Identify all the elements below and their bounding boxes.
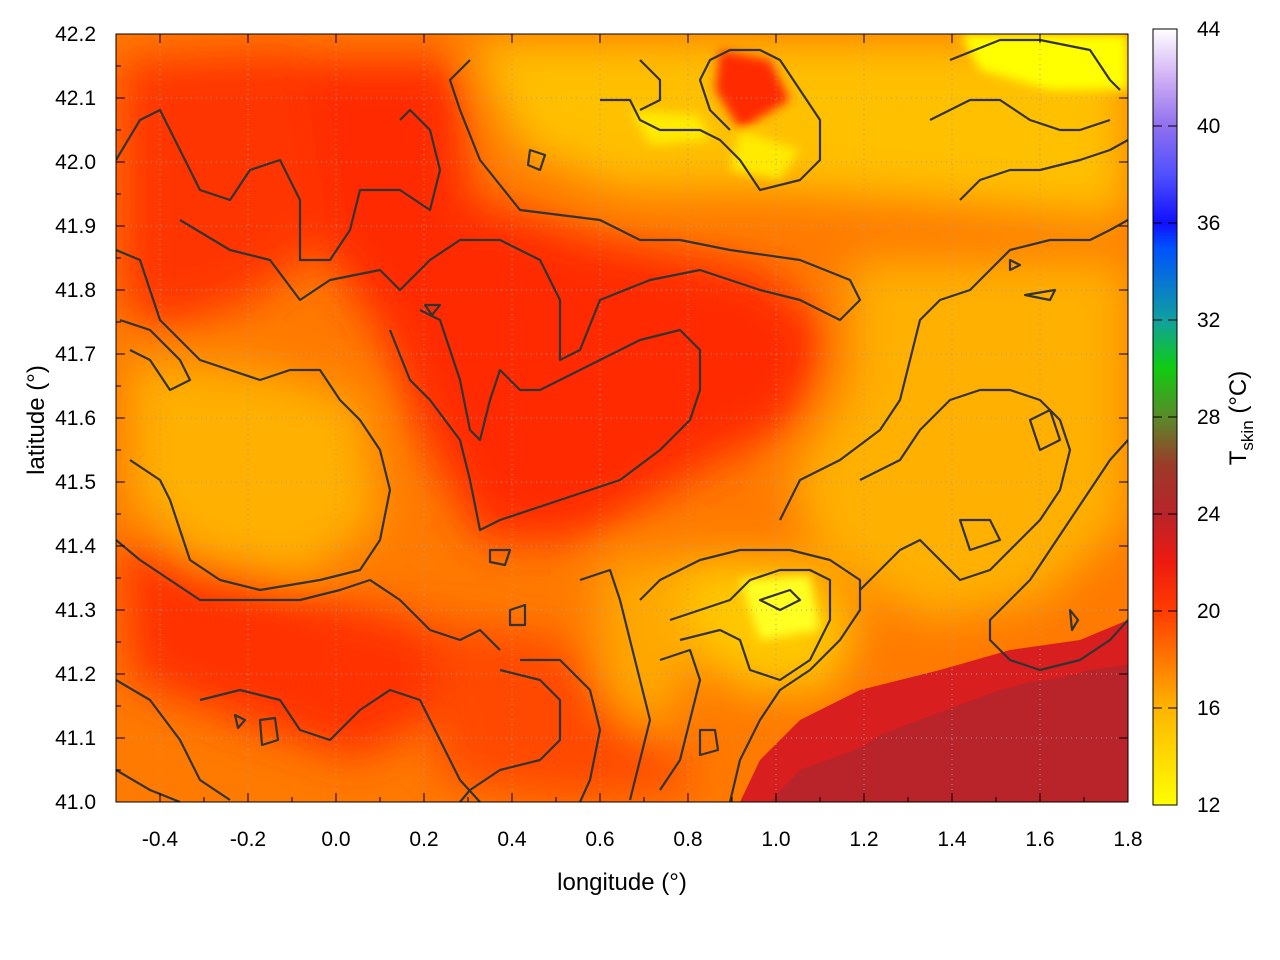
y-tick-label: 41.9 <box>55 215 96 238</box>
contour-line <box>459 668 562 802</box>
contour-line <box>1023 288 1057 302</box>
colorbar-tick-label: 40 <box>1197 115 1220 138</box>
y-tick-label: 41.8 <box>55 279 96 302</box>
x-tick-label: 0.0 <box>321 828 350 851</box>
colorbar-tick-label: 20 <box>1197 600 1220 623</box>
sea-region-deep <box>770 665 1128 802</box>
cool-spot-north-2 <box>730 130 800 180</box>
cool-spot-southeast <box>740 575 820 640</box>
warm-region-northwest <box>120 50 330 330</box>
x-tick-label: 1.2 <box>849 828 878 851</box>
contour-line <box>958 518 1002 552</box>
x-tick-label: 0.8 <box>673 828 702 851</box>
colorbar-tick-label: 16 <box>1197 697 1220 720</box>
warm-region-south <box>430 620 700 800</box>
contour-line <box>698 728 720 757</box>
y-tick-label: 42.2 <box>55 23 96 46</box>
y-tick-label: 41.3 <box>55 599 96 622</box>
contour-line <box>199 688 481 802</box>
contour-line <box>508 603 527 627</box>
contour-line <box>959 139 1128 201</box>
y-tick-label: 41.1 <box>55 727 96 750</box>
x-tick-label: 1.0 <box>761 828 790 851</box>
contour-line <box>669 568 832 682</box>
heatmap-hotspots <box>630 34 1128 640</box>
y-axis-label: latitude (°) <box>23 365 50 475</box>
y-tick-label: 41.7 <box>55 343 96 366</box>
contour-line <box>1068 608 1080 632</box>
contour-line <box>119 318 192 392</box>
contour-line <box>639 59 662 111</box>
contour-line <box>233 713 247 730</box>
colorbar-tick-label: 36 <box>1197 212 1220 235</box>
contour-line <box>526 148 547 172</box>
x-tick-label: 0.6 <box>585 828 614 851</box>
contour-line <box>639 548 862 802</box>
colorbar-tick-label: 28 <box>1197 406 1220 429</box>
contour-line <box>949 38 1121 91</box>
contour-line <box>579 568 652 801</box>
contour-line <box>600 48 822 192</box>
colorbar-tick-label: 32 <box>1197 309 1220 332</box>
cool-region-north <box>470 40 1128 220</box>
contour-line <box>758 588 802 612</box>
contour-line <box>116 769 181 802</box>
colorbar-ticks: 12 16 20 24 28 32 36 40 44 <box>1153 18 1221 817</box>
y-tick-label: 41.0 <box>55 791 96 814</box>
y-axis: 41.0 41.1 41.2 41.3 41.4 41.5 41.6 41.7 41.8 41.9… <box>55 23 1128 814</box>
contour-line <box>423 303 442 317</box>
cool-spot-northeast <box>960 34 1128 90</box>
y-tick-label: 42.0 <box>55 151 96 174</box>
contour-line <box>116 539 501 651</box>
contour-line <box>929 98 1111 132</box>
contour-line <box>779 219 1128 521</box>
colorbar-label: Tskin (°C) <box>1225 371 1257 466</box>
y-tick-label: 41.5 <box>55 471 96 494</box>
x-tick-label: 1.6 <box>1025 828 1054 851</box>
warm-spot-north <box>715 50 790 130</box>
x-tick-label: 1.4 <box>937 828 967 851</box>
y-tick-label: 41.2 <box>55 663 96 686</box>
contour-line <box>258 716 280 747</box>
cool-region-west <box>130 360 380 580</box>
colorbar-tick-label: 44 <box>1197 18 1221 41</box>
x-tick-label: -0.4 <box>142 828 179 851</box>
contour-line <box>116 248 392 592</box>
y-tick-label: 41.4 <box>55 535 96 558</box>
x-tick-label: 0.4 <box>497 828 527 851</box>
contour-line <box>659 648 702 791</box>
cool-spot-north-1 <box>630 110 710 145</box>
y-tick-label: 41.6 <box>55 407 96 430</box>
contour-line <box>859 388 1072 591</box>
contour-line <box>388 309 702 532</box>
colorbar-tick-label: 12 <box>1197 794 1220 817</box>
contour-line <box>988 439 1128 672</box>
contour-line <box>520 658 602 802</box>
x-tick-label: -0.2 <box>230 828 266 851</box>
x-tick-label: 0.2 <box>409 828 438 851</box>
warm-region-central <box>300 60 830 540</box>
cool-region-south-center <box>600 560 700 740</box>
cool-region-east <box>790 260 1128 620</box>
contour-lines <box>116 38 1128 802</box>
contour-line <box>116 679 231 801</box>
colorbar-label-main: T <box>1225 450 1252 465</box>
contour-line <box>179 59 862 362</box>
x-tick-label: 1.8 <box>1113 828 1142 851</box>
colorbar: 12 16 20 24 28 32 36 40 44 Tskin (°C) <box>1152 18 1257 817</box>
x-axis-label: longitude (°) <box>557 869 687 896</box>
contour-line <box>116 108 442 262</box>
warm-region-southwest <box>120 540 460 760</box>
contour-line <box>1028 408 1062 452</box>
contour-line <box>1008 258 1022 272</box>
contour-line <box>488 548 512 567</box>
colorbar-label-sub: skin <box>1238 420 1257 450</box>
colorbar-tick-label: 24 <box>1197 503 1221 526</box>
colorbar-label-unit: (°C) <box>1225 371 1252 421</box>
x-axis: -0.4 -0.2 0.0 0.2 0.4 0.6 0.8 1.0 1.2 1.4 1.6 1.8 <box>115 34 1143 851</box>
y-tick-label: 42.1 <box>55 87 96 110</box>
